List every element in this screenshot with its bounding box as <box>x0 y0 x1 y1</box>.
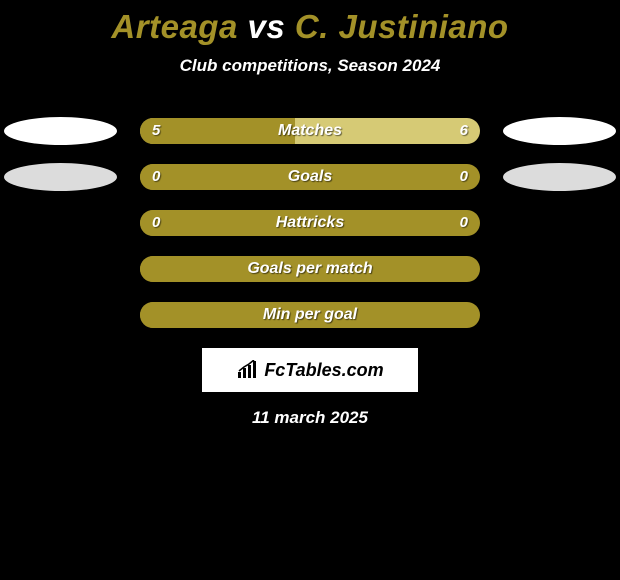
vs-text: vs <box>247 8 285 45</box>
comparison-title: Arteaga vs C. Justiniano <box>0 0 620 46</box>
stat-label: Goals per match <box>140 256 480 282</box>
stat-row: 00Goals <box>0 164 620 190</box>
stat-label: Min per goal <box>140 302 480 328</box>
stat-label: Goals <box>140 164 480 190</box>
stat-bar: 00Hattricks <box>140 210 480 236</box>
player1-marker <box>4 117 117 145</box>
stat-bar: 56Matches <box>140 118 480 144</box>
brand-box[interactable]: FcTables.com <box>202 348 418 392</box>
stat-row: Goals per match <box>0 256 620 282</box>
stat-bar: Goals per match <box>140 256 480 282</box>
player2-name: C. Justiniano <box>295 8 509 45</box>
stat-bar: 00Goals <box>140 164 480 190</box>
player1-marker <box>4 163 117 191</box>
stat-bar: Min per goal <box>140 302 480 328</box>
stat-row: Min per goal <box>0 302 620 328</box>
player2-marker <box>503 117 616 145</box>
stat-rows: 56Matches 00Goals 00Hattricks Goals per mat… <box>0 118 620 328</box>
player1-name: Arteaga <box>111 8 237 45</box>
chart-icon <box>236 360 260 380</box>
stat-row: 00Hattricks <box>0 210 620 236</box>
stat-row: 56Matches <box>0 118 620 144</box>
date-text: 11 march 2025 <box>0 408 620 428</box>
player2-marker <box>503 163 616 191</box>
brand-text: FcTables.com <box>264 360 383 381</box>
stat-label: Hattricks <box>140 210 480 236</box>
subtitle: Club competitions, Season 2024 <box>0 56 620 76</box>
brand-inner: FcTables.com <box>236 360 383 381</box>
stat-label: Matches <box>140 118 480 144</box>
